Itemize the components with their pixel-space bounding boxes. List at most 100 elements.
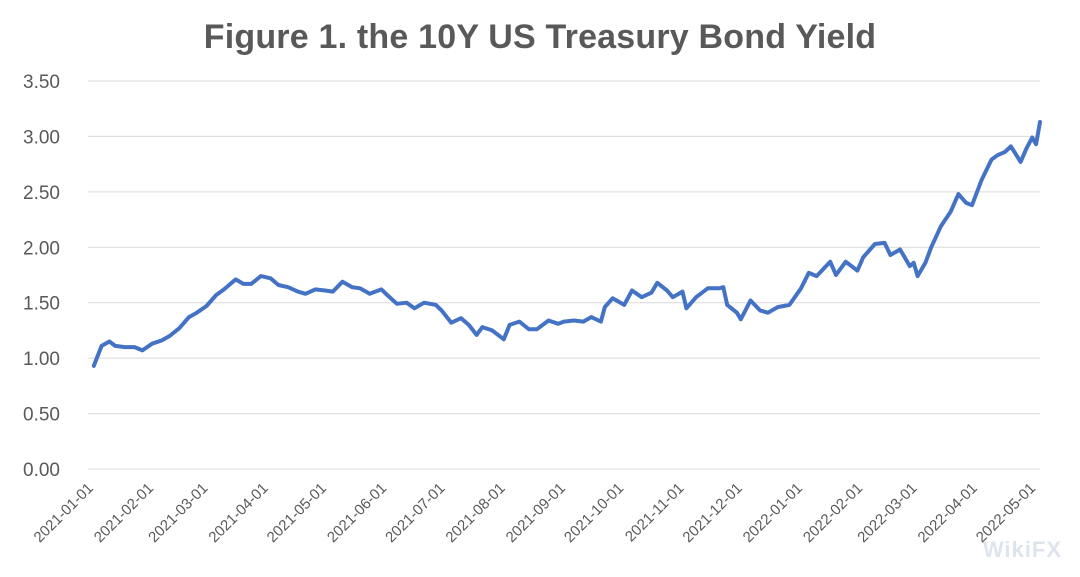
- data-point: [990, 158, 993, 161]
- data-point: [405, 301, 408, 304]
- data-point: [611, 297, 614, 300]
- data-point: [912, 261, 915, 264]
- data-point: [630, 289, 634, 292]
- data-point: [908, 264, 911, 268]
- gridlines: [88, 80, 1040, 470]
- x-tick-label: 2021-12-01: [679, 480, 745, 546]
- data-point: [259, 274, 263, 278]
- data-point: [358, 287, 362, 290]
- data-point: [187, 315, 191, 319]
- x-axis-ticks: 2021-01-012021-02-012021-03-012021-04-01…: [31, 480, 1040, 546]
- data-point: [205, 304, 208, 308]
- y-tick-label: 1.00: [23, 349, 60, 370]
- x-tick-label: 2021-10-01: [561, 480, 627, 546]
- data-point: [759, 309, 762, 312]
- data-point: [749, 299, 752, 302]
- data-point: [133, 345, 136, 349]
- data-point: [234, 278, 237, 281]
- series-layer: [91, 120, 1042, 368]
- data-point: [535, 328, 538, 331]
- data-point: [1019, 160, 1022, 164]
- data-point: [582, 320, 585, 323]
- data-point: [341, 280, 344, 283]
- data-point: [386, 293, 389, 297]
- data-point: [296, 290, 299, 293]
- data-point: [1038, 120, 1042, 124]
- data-point: [603, 305, 606, 309]
- data-point: [459, 317, 463, 320]
- data-point: [883, 241, 886, 245]
- x-tick-label: 2021-09-01: [503, 480, 569, 546]
- data-point: [650, 291, 653, 294]
- data-point: [150, 342, 154, 345]
- data-point: [685, 307, 688, 310]
- data-point: [178, 327, 181, 330]
- data-point: [508, 323, 511, 327]
- data-point: [422, 301, 426, 304]
- data-point: [807, 271, 810, 274]
- data-point: [722, 286, 725, 289]
- data-point: [467, 323, 470, 327]
- data-point: [434, 303, 437, 307]
- data-point: [502, 338, 505, 341]
- data-point: [250, 282, 253, 286]
- data-point: [92, 364, 96, 368]
- data-point: [957, 192, 960, 196]
- data-point: [304, 292, 307, 295]
- x-tick-label: 2021-01-01: [31, 480, 97, 546]
- y-tick-label: 2.00: [23, 238, 60, 259]
- x-tick-label: 2021-08-01: [442, 480, 508, 546]
- data-point: [739, 318, 742, 321]
- data-point: [413, 307, 416, 310]
- data-point: [970, 204, 974, 207]
- data-point: [222, 288, 226, 291]
- x-tick-label: 2021-04-01: [205, 480, 271, 546]
- data-point: [314, 288, 317, 291]
- data-point: [1009, 145, 1013, 148]
- data-point: [965, 201, 968, 205]
- data-point: [572, 319, 575, 322]
- data-point: [1031, 136, 1034, 139]
- data-point: [640, 296, 643, 299]
- data-point: [671, 296, 674, 299]
- x-tick-label: 2021-03-01: [145, 480, 211, 546]
- data-point: [706, 287, 709, 290]
- data-point: [924, 261, 927, 264]
- data-point: [856, 269, 859, 272]
- data-point: [916, 274, 919, 278]
- x-tick-label: 2021-06-01: [324, 480, 390, 546]
- watermark-logo: WikiFX: [982, 537, 1062, 562]
- data-point: [331, 290, 334, 293]
- data-point: [475, 333, 478, 337]
- data-point: [108, 340, 111, 343]
- data-point: [665, 289, 669, 292]
- data-point: [195, 311, 198, 314]
- data-point: [286, 286, 290, 289]
- data-point: [681, 290, 684, 293]
- y-axis-ticks: 0.00 0.50 1.00 1.50 2.00 2.50 3.00 3.50: [23, 72, 60, 481]
- data-point: [323, 289, 327, 292]
- data-point: [380, 288, 383, 291]
- data-point: [114, 344, 117, 348]
- data-point: [395, 302, 399, 305]
- data-point: [1025, 147, 1028, 150]
- data-point: [518, 320, 521, 323]
- data-point: [834, 273, 838, 277]
- y-tick-label: 3.00: [23, 127, 60, 148]
- data-point: [980, 178, 983, 181]
- data-point: [160, 339, 163, 342]
- yield-series-line: [91, 120, 1042, 368]
- data-point: [141, 349, 144, 352]
- data-point: [829, 260, 832, 263]
- data-point: [735, 311, 739, 314]
- data-point: [939, 225, 943, 228]
- data-point: [949, 210, 952, 213]
- data-point: [799, 287, 803, 290]
- data-point: [788, 303, 791, 307]
- data-point: [123, 345, 127, 349]
- data-point: [277, 283, 280, 287]
- data-point: [656, 281, 659, 284]
- data-point: [547, 319, 550, 322]
- data-point: [440, 309, 443, 312]
